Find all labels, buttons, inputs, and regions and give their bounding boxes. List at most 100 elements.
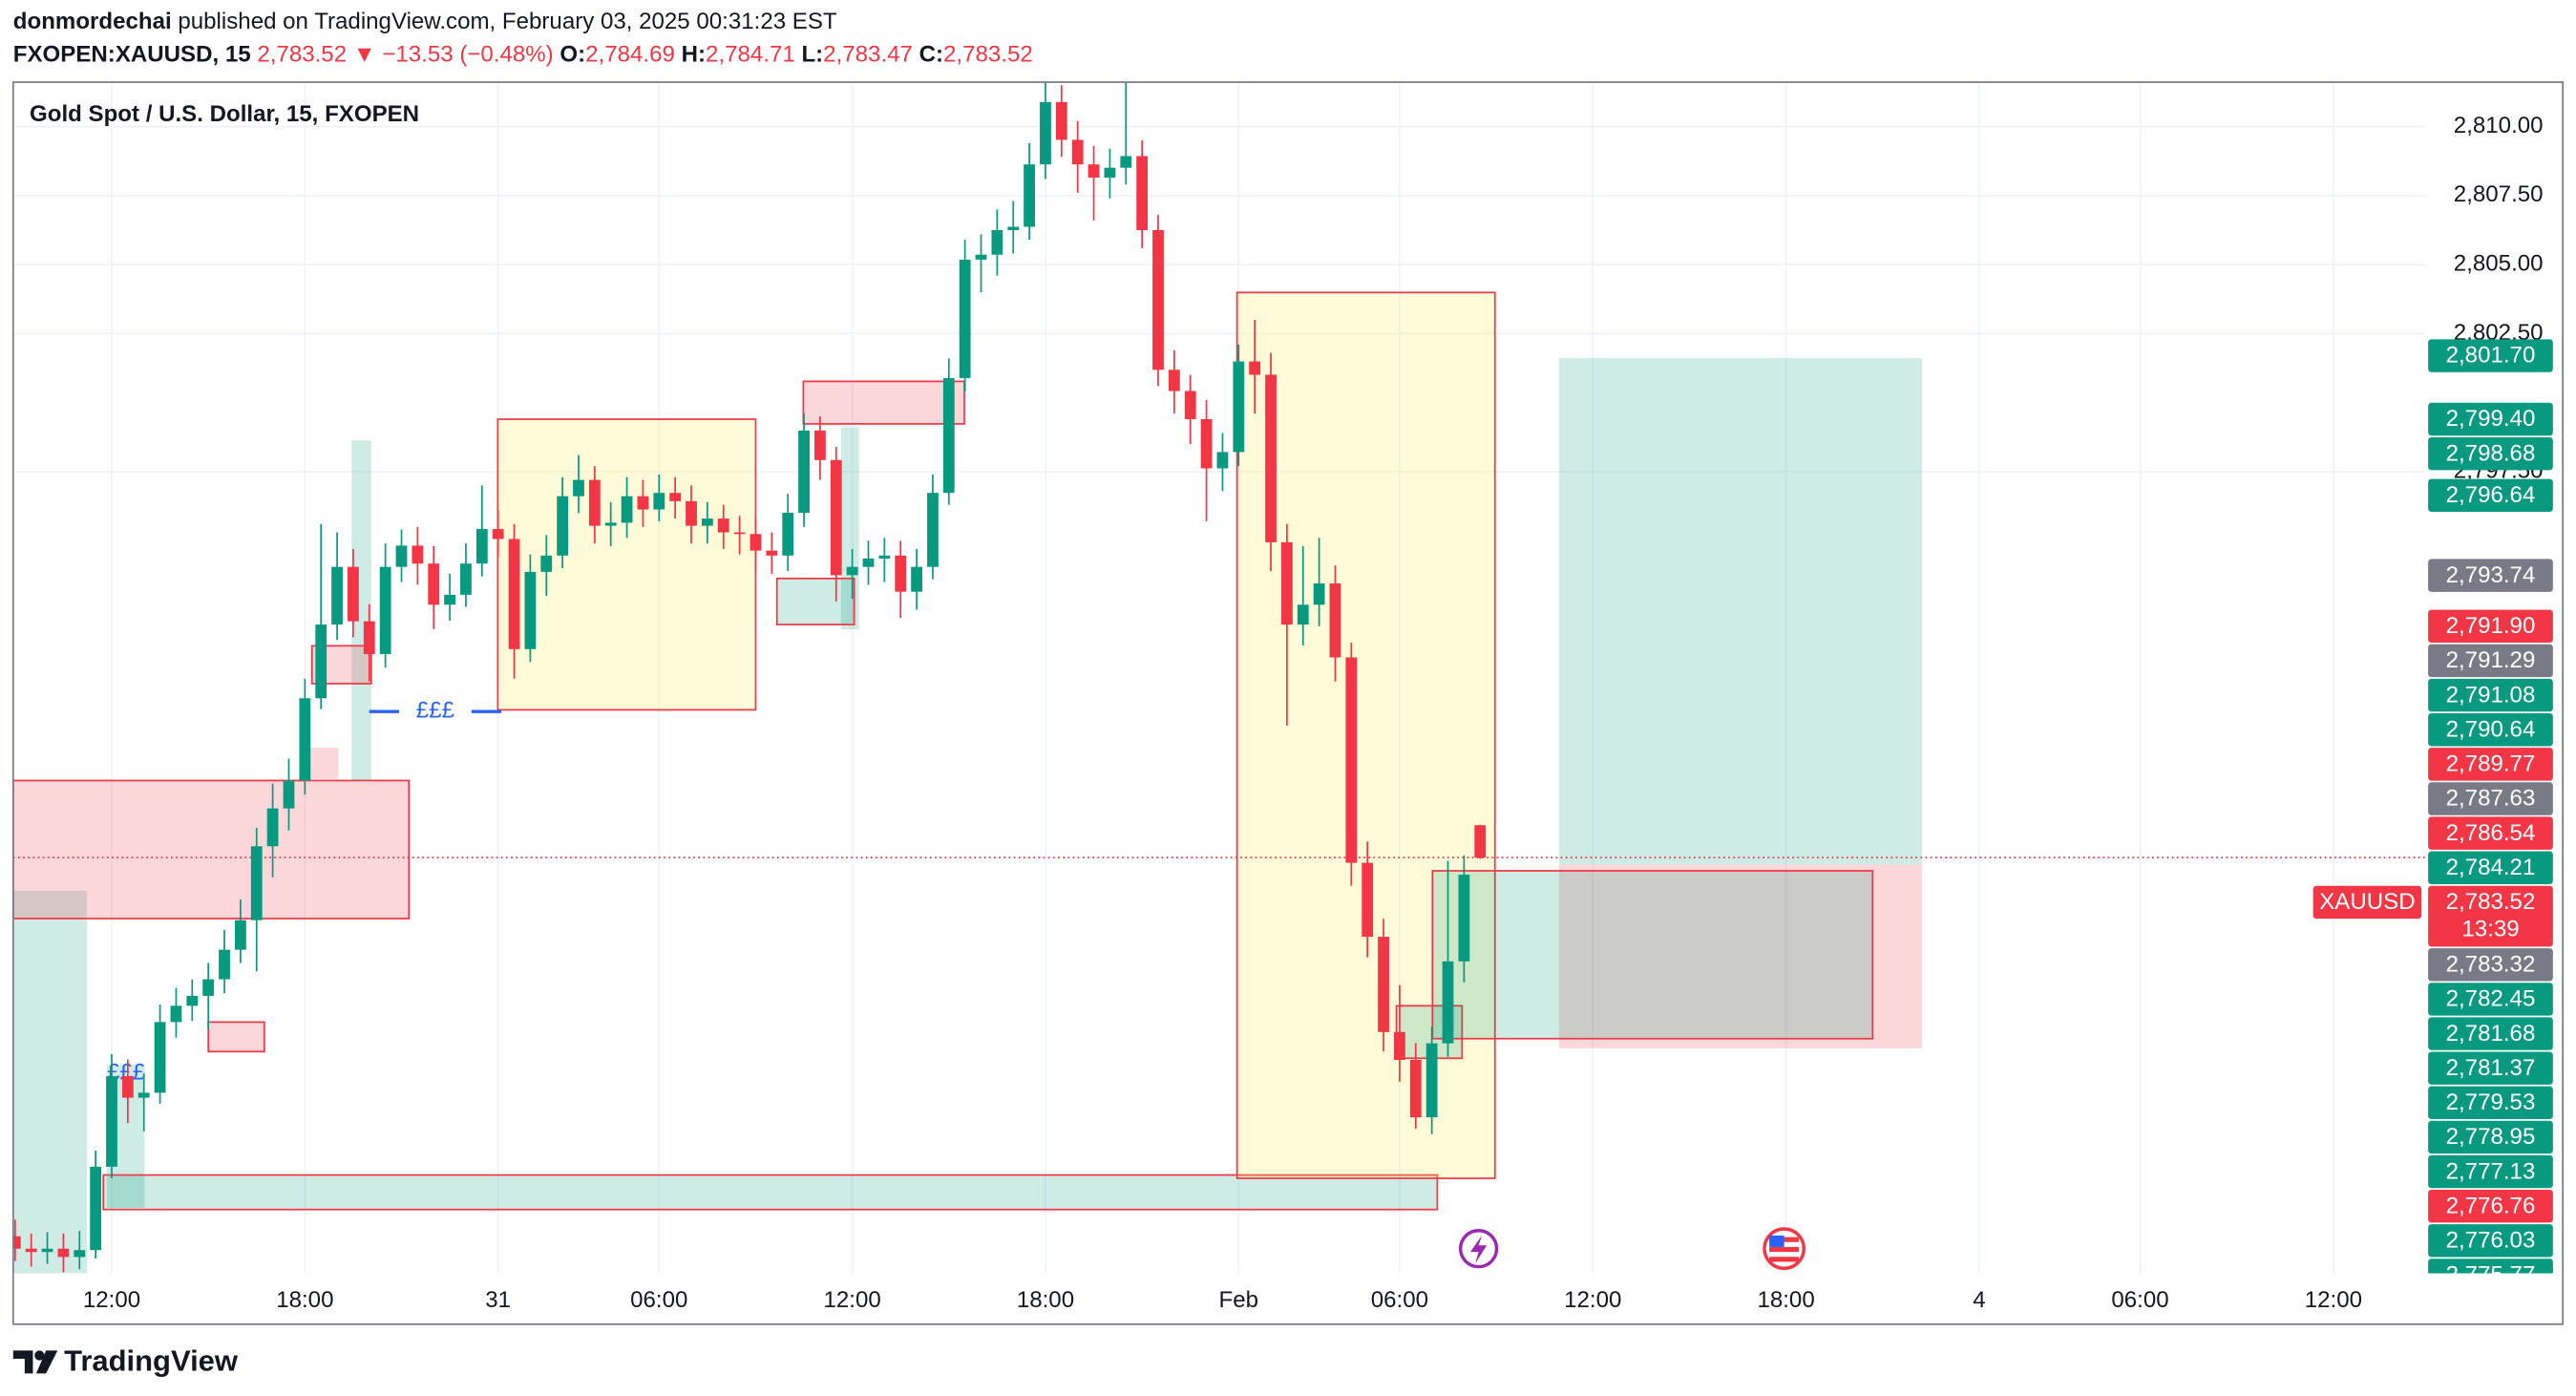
price-label-text: 2,784.21 <box>2446 855 2536 880</box>
candle-body <box>475 529 488 564</box>
candle-body <box>90 1166 102 1251</box>
price-label <box>2428 782 2553 815</box>
flag-stripe <box>1769 1246 1800 1253</box>
price-label-text: 2,775.77 <box>2446 1262 2536 1288</box>
y-tick-label: 2,810.00 <box>2454 113 2544 138</box>
x-tick-label: 06:00 <box>2111 1287 2168 1313</box>
price-label <box>2428 1086 2553 1120</box>
price-label <box>2428 748 2553 781</box>
zone <box>496 418 757 711</box>
candle-body <box>12 1236 21 1249</box>
x-tick-label: 06:00 <box>1371 1287 1428 1313</box>
candle-body <box>557 496 569 556</box>
candle-body <box>1216 452 1229 469</box>
price-label-text: 2,799.40 <box>2446 406 2536 432</box>
candle-body <box>669 493 682 501</box>
price-label <box>2428 1190 2553 1223</box>
candle-body <box>266 808 279 847</box>
candle-body <box>782 513 794 556</box>
candle-body <box>363 621 375 655</box>
y-tick-label: 2,805.00 <box>2454 250 2544 276</box>
candle-body <box>573 479 584 497</box>
candle-body <box>379 566 391 655</box>
zone <box>1558 358 1922 865</box>
candle-body <box>1071 139 1084 165</box>
symbol-line: FXOPEN:XAUUSD, 15 2,783.52 ▼ −13.53 (−0.… <box>13 42 1033 68</box>
price-label-text: 2,781.37 <box>2446 1055 2536 1081</box>
price-label-text: 2,790.64 <box>2446 716 2536 742</box>
zone <box>12 890 88 1274</box>
candle-body <box>846 566 858 576</box>
ohlc-value: 2,783.52 <box>943 42 1033 68</box>
candle-body <box>25 1248 37 1253</box>
price-label-text: 2,782.45 <box>2446 986 2536 1012</box>
candle-body <box>637 496 649 510</box>
x-tick-label: 06:00 <box>630 1287 687 1313</box>
candle-body <box>991 229 1003 255</box>
publish-line: donmordechai published on TradingView.co… <box>13 9 837 34</box>
price-label <box>2428 402 2553 436</box>
zone <box>207 1021 265 1053</box>
candle-body <box>283 780 295 809</box>
candle-body <box>57 1248 70 1258</box>
zone <box>775 577 855 625</box>
candle-body <box>895 555 907 592</box>
candle-body <box>1168 370 1180 391</box>
ohlc-label: O: <box>560 42 585 68</box>
candle-body <box>1345 657 1358 863</box>
ohlc-value: 2,784.71 <box>706 42 795 68</box>
zone <box>1431 870 1874 1040</box>
candle-body <box>1265 374 1277 542</box>
candle-body <box>1136 156 1149 230</box>
drawings: ££££££ <box>12 291 2425 1274</box>
candle-body <box>41 1248 53 1253</box>
candle-body <box>701 518 713 526</box>
price-label-text: 2,776.76 <box>2446 1193 2536 1218</box>
candle-body <box>250 846 263 920</box>
candles <box>12 82 1487 1273</box>
candle-body <box>170 1005 182 1023</box>
price-label-text: 2,787.63 <box>2446 786 2536 812</box>
economic-event-icon[interactable] <box>1763 1227 1805 1271</box>
ohlc-label: L: <box>801 42 823 68</box>
price-label-text: 2,777.13 <box>2446 1158 2536 1184</box>
price-label <box>2428 478 2553 513</box>
candle-body <box>1055 101 1067 140</box>
events-icon[interactable] <box>1458 1229 1499 1269</box>
candle-body <box>121 1076 134 1098</box>
price-label-text: 2,783.32 <box>2446 951 2536 977</box>
candle-body <box>927 493 939 567</box>
candle-body <box>106 1076 117 1167</box>
price-label <box>2428 885 2553 947</box>
candle-body <box>750 534 762 551</box>
candle-body <box>604 522 617 526</box>
candle-body <box>814 430 826 460</box>
ohlc-value: 2,784.69 <box>585 42 675 68</box>
author: donmordechai <box>13 9 172 34</box>
candle-body <box>766 550 778 556</box>
price-label <box>2428 713 2553 747</box>
ohlc-label: H: <box>682 42 706 68</box>
price-label <box>2428 436 2553 471</box>
candle-body <box>1007 226 1020 230</box>
symbol: FXOPEN:XAUUSD, 15 <box>13 42 251 68</box>
zone <box>351 440 371 781</box>
chart-title: Gold Spot / U.S. Dollar, 15, FXOPEN <box>30 101 419 127</box>
price-labels: 2,801.70 2,799.40 2,798.68 2,796.64 2,793.74… <box>2428 339 2553 1288</box>
price-label-text: 2,789.77 <box>2446 751 2536 777</box>
price-label-text: 2,791.08 <box>2446 682 2536 708</box>
candle-body <box>1200 419 1213 469</box>
zone <box>802 380 965 425</box>
candle-body <box>299 698 311 781</box>
candle-body <box>1313 583 1325 605</box>
price-label <box>2428 609 2553 644</box>
price-label <box>2428 678 2553 712</box>
price-label-text: 2,796.64 <box>2446 482 2536 508</box>
symbol-tag <box>2312 885 2422 920</box>
candle-body <box>444 594 455 605</box>
candle-body <box>1329 583 1341 658</box>
logo-mark <box>35 1350 58 1374</box>
overlay: 12:00 18:00 31 06:00 12:00 18:00 Feb 06:00 12:00… <box>83 113 2553 1313</box>
